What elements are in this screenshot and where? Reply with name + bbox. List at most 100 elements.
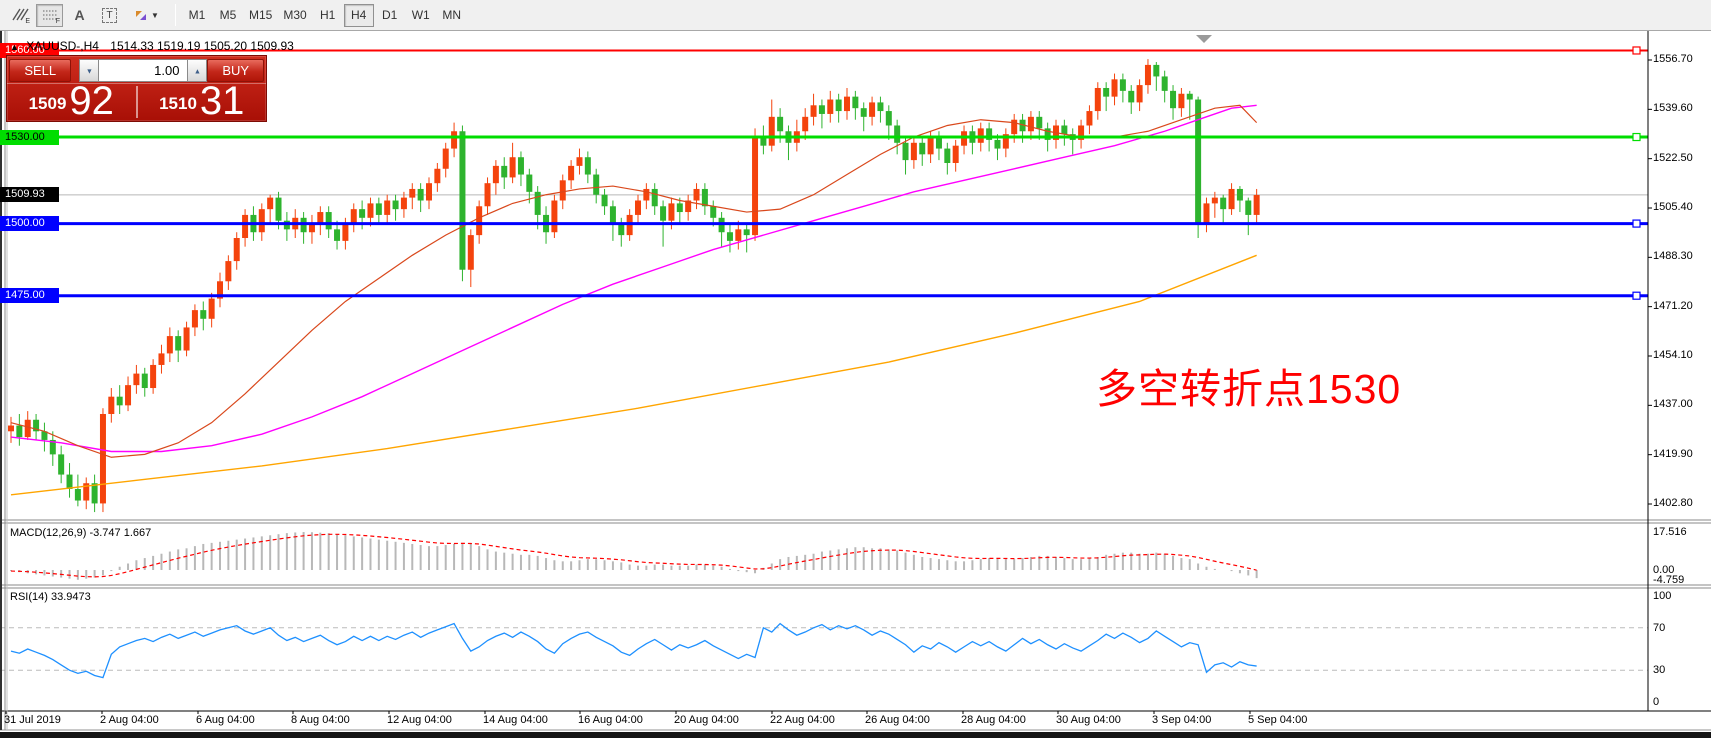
candle-body [150, 364, 157, 389]
hline-handle[interactable] [1632, 132, 1641, 142]
candle-body [434, 168, 441, 184]
grid-f-icon[interactable]: F [36, 3, 63, 27]
candle-body [576, 157, 583, 166]
hline-handle[interactable] [1632, 219, 1641, 228]
candle-body [258, 209, 265, 233]
candle-body [459, 131, 466, 270]
hline-handle[interactable] [1632, 291, 1641, 300]
candle-body [1103, 87, 1110, 97]
text-label-t-icon[interactable]: T [96, 4, 123, 27]
candle-body [844, 96, 850, 112]
candle-body [367, 203, 374, 218]
candle-body [777, 116, 784, 132]
price-tick-label: 1437.00 [1653, 398, 1693, 411]
timeframe-m5[interactable]: M5 [219, 8, 237, 22]
candle-body [66, 474, 73, 489]
candle-body [24, 419, 31, 438]
rsi-axis-label: 100 [1653, 590, 1672, 602]
candle-body [835, 99, 842, 112]
candle-body [701, 188, 708, 207]
timeframe-w1[interactable]: W1 [411, 8, 430, 22]
timeframe-d1[interactable]: D1 [382, 8, 398, 22]
candle-body [217, 281, 223, 299]
candle-body [919, 142, 926, 155]
timeframe-h1[interactable]: H1 [320, 8, 336, 22]
candle-body [877, 102, 884, 112]
indicator-lines-icon [11, 8, 29, 21]
panel-collapse-icon[interactable]: ▲ [10, 42, 19, 52]
indicators-icon[interactable]: E [6, 4, 33, 27]
candle-body [517, 157, 524, 175]
volume-decrease-button[interactable]: ▼ [79, 59, 100, 82]
hline-handle[interactable] [1632, 46, 1641, 55]
candle-body [735, 229, 742, 241]
timeframe-h4[interactable]: H4 [343, 3, 374, 27]
candle-body [743, 229, 750, 236]
candle-body [426, 183, 432, 201]
tool-f-label: F [55, 17, 60, 25]
candle-body [827, 99, 834, 114]
drawing-tools-icon[interactable]: ▼ [126, 4, 166, 27]
price-badge-1530.00: 1530.00 [0, 129, 59, 145]
candle-body [509, 157, 516, 178]
candle-body [551, 200, 558, 233]
candle-body [1044, 128, 1051, 140]
time-label: 6 Aug 04:00 [196, 714, 255, 726]
candle-body [8, 425, 14, 432]
time-label: 28 Aug 04:00 [961, 714, 1026, 726]
candle-body [618, 223, 625, 236]
candle-body [1011, 119, 1018, 135]
macd-axis-label: 0.00 [1653, 564, 1675, 576]
candle-body [58, 454, 65, 475]
timeframe-mn[interactable]: MN [442, 8, 462, 22]
current-price-badge: 1509.93 [0, 187, 59, 203]
timeframe-m1[interactable]: M1 [188, 8, 206, 22]
chart-shift-marker-icon[interactable] [1196, 35, 1212, 43]
candle-body [760, 137, 767, 146]
candle-body [1136, 85, 1143, 103]
candle-body [1186, 93, 1193, 100]
volume-input[interactable] [99, 59, 188, 82]
buy-price: 1510 31 [138, 81, 267, 121]
toolbar-separator [175, 4, 176, 26]
one-click-trading-panel: SELL ▼ ▲ BUY 1509 92 1510 31 [6, 55, 267, 122]
toolbar: E F A T ▼ M1 M5 M15 M30 H1 H4 D1 W1 MN [0, 0, 1711, 31]
candle-body [451, 131, 458, 149]
timeframe-m30[interactable]: M30 [283, 8, 307, 22]
price-badge-1475.00: 1475.00 [0, 288, 59, 304]
candle-body [1027, 116, 1034, 132]
candle-body [400, 197, 407, 210]
trade-panel-prices: 1509 92 1510 31 [7, 81, 267, 121]
ohlc-values: 1514.33 1519.19 1505.20 1509.93 [110, 39, 294, 53]
chart-text-annotation[interactable]: 多空转折点1530 [1096, 366, 1402, 412]
chart-canvas[interactable] [0, 31, 1711, 738]
text-a-icon[interactable]: A [74, 7, 85, 23]
time-label: 8 Aug 04:00 [291, 714, 350, 726]
time-label: 30 Aug 04:00 [1056, 714, 1121, 726]
candle-body [317, 212, 324, 224]
candle-body [200, 310, 207, 319]
time-label: 22 Aug 04:00 [770, 714, 835, 726]
volume-increase-button[interactable]: ▲ [187, 59, 208, 82]
candle-body [768, 116, 775, 146]
candle-body [685, 200, 692, 213]
candle-body [442, 148, 449, 169]
sell-button[interactable]: SELL [9, 59, 72, 82]
buy-button[interactable]: BUY [207, 59, 264, 82]
time-label: 2 Aug 04:00 [100, 714, 159, 726]
candle-body [242, 214, 249, 239]
window-left-edge [0, 31, 2, 730]
sell-price-small: 1509 [28, 94, 67, 113]
rsi-axis-label: 30 [1653, 664, 1666, 677]
price-tick-label: 1402.80 [1653, 497, 1693, 509]
sell-price: 1509 92 [7, 81, 136, 121]
rsi-label: RSI(14) 33.9473 [10, 591, 91, 603]
rsi-axis-label: 70 [1653, 621, 1666, 634]
tool-e-label: E [25, 17, 30, 25]
price-tick-label: 1556.70 [1653, 53, 1693, 65]
candle-body [752, 137, 759, 236]
timeframe-m15[interactable]: M15 [249, 8, 273, 22]
candle-body [41, 431, 48, 440]
candle-body [334, 229, 341, 241]
